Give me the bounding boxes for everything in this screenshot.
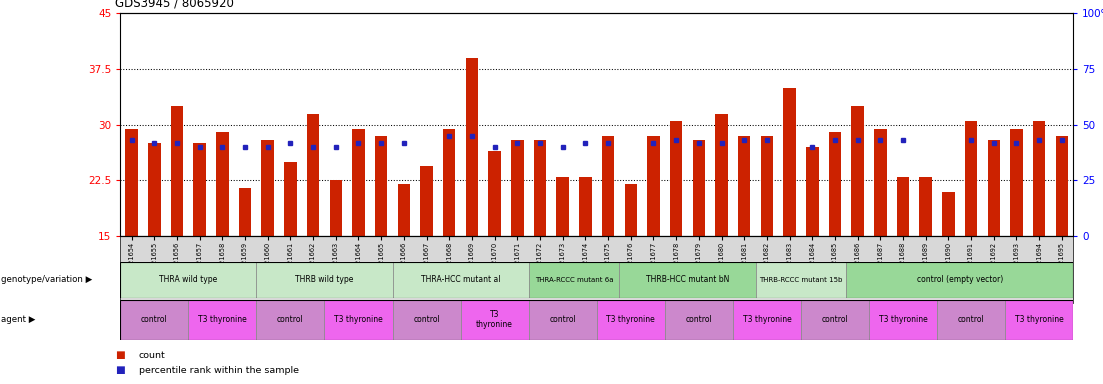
Bar xyxy=(256,300,324,340)
Bar xyxy=(579,177,591,236)
Bar xyxy=(987,140,1000,236)
Text: control: control xyxy=(141,315,168,324)
Bar xyxy=(1010,129,1022,236)
Bar xyxy=(732,300,801,340)
Text: control (empty vector): control (empty vector) xyxy=(917,275,1003,284)
Bar xyxy=(465,58,479,236)
Text: T3 thyronine: T3 thyronine xyxy=(742,315,791,324)
Bar xyxy=(556,177,569,236)
Text: count: count xyxy=(139,351,165,360)
Bar xyxy=(852,106,864,236)
Bar xyxy=(393,262,528,298)
Text: percentile rank within the sample: percentile rank within the sample xyxy=(139,366,299,375)
Bar xyxy=(511,140,524,236)
Bar xyxy=(938,300,1005,340)
Bar xyxy=(375,136,387,236)
Bar xyxy=(620,262,756,298)
Bar xyxy=(869,300,938,340)
Bar xyxy=(256,262,393,298)
Bar xyxy=(420,166,432,236)
Bar xyxy=(846,262,1073,298)
Bar xyxy=(806,147,818,236)
Bar xyxy=(874,129,887,236)
Bar xyxy=(738,136,750,236)
Text: THRA wild type: THRA wild type xyxy=(159,275,217,284)
Bar xyxy=(528,262,620,298)
Bar xyxy=(828,132,842,236)
Bar xyxy=(324,300,393,340)
Bar xyxy=(443,129,456,236)
Bar xyxy=(670,121,683,236)
Bar xyxy=(120,300,189,340)
Bar xyxy=(528,300,597,340)
Bar xyxy=(602,136,614,236)
Bar xyxy=(193,143,206,236)
Text: ■: ■ xyxy=(115,366,125,376)
Text: T3 thyronine: T3 thyronine xyxy=(607,315,655,324)
Bar xyxy=(216,132,228,236)
Text: agent ▶: agent ▶ xyxy=(1,315,35,324)
Bar xyxy=(624,184,638,236)
Text: control: control xyxy=(822,315,848,324)
Bar xyxy=(307,114,320,236)
Bar xyxy=(801,300,869,340)
Text: control: control xyxy=(549,315,576,324)
Bar xyxy=(1005,300,1073,340)
Bar xyxy=(261,140,274,236)
Bar xyxy=(189,300,256,340)
Bar xyxy=(330,180,342,236)
Bar xyxy=(352,129,365,236)
Text: THRB wild type: THRB wild type xyxy=(296,275,354,284)
Bar xyxy=(597,300,665,340)
Bar xyxy=(783,88,796,236)
Bar xyxy=(461,300,528,340)
Text: T3 thyronine: T3 thyronine xyxy=(334,315,383,324)
Bar xyxy=(148,143,161,236)
Bar xyxy=(647,136,660,236)
Text: ■: ■ xyxy=(115,350,125,360)
Text: THRB-RCCC mutant 15b: THRB-RCCC mutant 15b xyxy=(759,277,843,283)
Bar xyxy=(238,188,251,236)
Text: GDS3945 / 8065920: GDS3945 / 8065920 xyxy=(115,0,234,10)
Bar xyxy=(397,184,410,236)
Bar xyxy=(942,192,955,236)
Bar xyxy=(761,136,773,236)
Bar xyxy=(126,129,138,236)
Text: control: control xyxy=(957,315,985,324)
Bar xyxy=(715,114,728,236)
Bar xyxy=(665,300,732,340)
Text: THRB-HCC mutant bN: THRB-HCC mutant bN xyxy=(645,275,729,284)
Text: T3
thyronine: T3 thyronine xyxy=(476,310,513,329)
Bar xyxy=(489,151,501,236)
Text: T3 thyronine: T3 thyronine xyxy=(879,315,928,324)
Bar xyxy=(897,177,909,236)
Text: control: control xyxy=(685,315,713,324)
Text: control: control xyxy=(414,315,440,324)
Text: T3 thyronine: T3 thyronine xyxy=(197,315,247,324)
Text: THRA-HCC mutant al: THRA-HCC mutant al xyxy=(421,275,501,284)
Bar xyxy=(534,140,546,236)
Text: THRA-RCCC mutant 6a: THRA-RCCC mutant 6a xyxy=(535,277,613,283)
Bar xyxy=(171,106,183,236)
Bar xyxy=(120,262,256,298)
Bar xyxy=(693,140,705,236)
Bar xyxy=(756,262,846,298)
Text: genotype/variation ▶: genotype/variation ▶ xyxy=(1,275,93,284)
Text: T3 thyronine: T3 thyronine xyxy=(1015,315,1063,324)
Bar xyxy=(1056,136,1068,236)
Bar xyxy=(965,121,977,236)
Bar xyxy=(393,300,461,340)
Text: control: control xyxy=(277,315,303,324)
Bar xyxy=(285,162,297,236)
Bar xyxy=(920,177,932,236)
Bar xyxy=(1032,121,1046,236)
